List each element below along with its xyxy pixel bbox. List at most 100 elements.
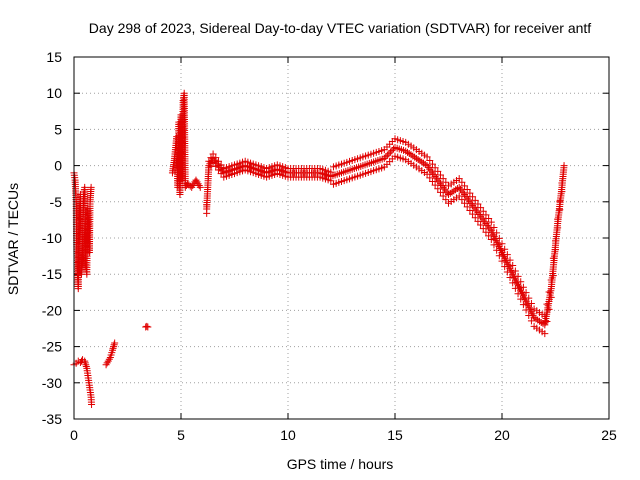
data-point [409,152,417,160]
data-point [446,189,454,197]
data-point [418,158,426,166]
data-point [426,157,434,165]
data-point [428,160,436,168]
data-point [452,186,460,194]
data-point [87,183,95,191]
data-point [382,153,390,161]
data-point [503,268,511,276]
data-point [386,148,394,156]
data-point [498,240,506,248]
data-point [519,301,527,309]
data-point [458,178,466,186]
data-point [439,175,447,183]
data-point [469,193,477,201]
data-point [527,300,535,308]
data-point [455,192,463,200]
data-point [466,206,474,214]
data-point [493,246,501,254]
data-point [105,355,113,363]
data-point [102,361,110,369]
data-point [482,228,490,236]
data-point [110,343,118,351]
data-point [388,147,396,155]
x-tick-label: 10 [280,427,296,443]
data-point [560,162,568,170]
data-point [474,200,482,208]
data-point [436,180,444,188]
data-point [471,214,479,222]
data-point [458,196,466,204]
data-point [109,344,117,352]
x-axis-label: GPS time / hours [287,456,394,472]
data-point [453,185,461,193]
data-point [455,183,463,191]
data-point [486,225,494,233]
data-point [477,212,485,220]
data-point [423,153,431,161]
data-point [467,200,475,208]
data-point [440,185,448,193]
data-point [514,272,522,280]
y-tick-label: -15 [42,266,62,282]
data-point [196,183,204,191]
data-point [522,289,530,297]
data-point [457,185,465,193]
data-point [439,183,447,191]
data-point [445,191,452,199]
data-point [473,207,481,215]
data-point [552,237,559,245]
y-tick-labels: -35 -30 -25 -20 -15 -10 -5 0 5 10 15 [42,49,62,427]
data-point [434,185,442,193]
data-point [144,323,152,331]
data-point [212,154,220,162]
data-point [547,293,555,301]
y-tick-label: -10 [42,230,62,246]
data-point [463,203,471,211]
data-point [426,165,434,173]
data-point [506,273,514,281]
data-point [556,197,564,205]
data-point [558,188,566,196]
data-point [443,189,451,197]
data-point [541,312,549,320]
data-point [192,176,200,184]
data-point [205,157,213,165]
x-tick-label: 20 [494,427,510,443]
data-point [143,322,151,330]
data-point [481,218,489,226]
data-point [506,256,514,264]
data-point [503,251,511,259]
data-point [466,189,474,197]
data-point [431,181,439,189]
y-tick-label: -30 [42,375,62,391]
chart-title: Day 298 of 2023, Sidereal Day-to-day VTE… [89,20,592,36]
data-point [432,174,440,182]
data-point [511,267,519,275]
data-point [327,168,335,176]
data-point [461,191,469,199]
data-point [194,180,202,188]
data-point [448,188,456,196]
data-point [189,182,197,190]
data-point [498,257,506,265]
data-point [469,201,477,209]
data-point [475,210,483,218]
data-point [556,206,564,214]
data-point [558,179,566,187]
y-tick-label: 10 [46,85,62,101]
data-point [111,339,119,347]
data-point [383,151,391,159]
data-point [436,188,444,196]
data-point [493,229,501,237]
data-point [465,196,473,204]
data-point [511,284,519,292]
data-point [431,172,439,180]
data-point [405,150,413,158]
data-point [380,154,388,162]
data-point [435,178,443,186]
data-point [81,357,89,365]
data-point [482,220,490,228]
data-point [438,182,446,190]
data-point [209,150,217,158]
data-point [188,183,196,191]
